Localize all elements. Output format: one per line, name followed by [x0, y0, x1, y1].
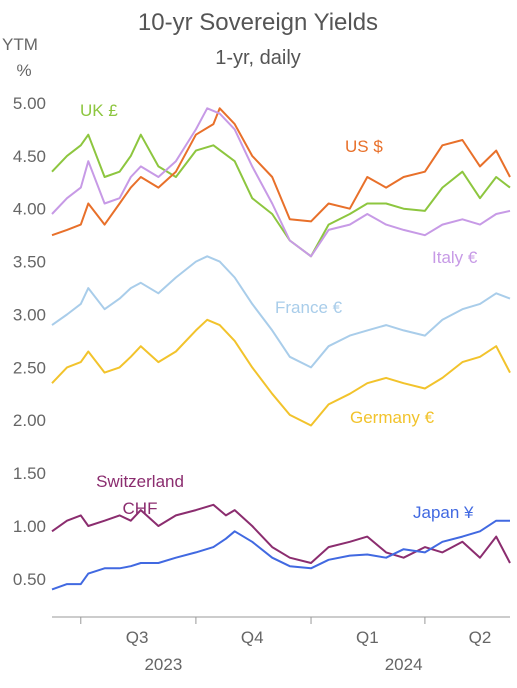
series-label: US $ — [345, 137, 383, 156]
y-tick-label: 0.50 — [13, 570, 46, 589]
y-axis-label-line1: YTM — [2, 35, 38, 54]
x-year-label: 2023 — [144, 655, 182, 674]
x-tick-label: Q2 — [469, 628, 492, 647]
y-tick-label: 3.00 — [13, 305, 46, 324]
x-tick-label: Q4 — [241, 628, 264, 647]
series-labels: UK £ US $ Italy € France € Germany € Japan ¥ S… — [80, 101, 478, 522]
y-tick-label: 5.00 — [13, 94, 46, 113]
series-label: Italy € — [432, 248, 478, 267]
y-tick-label: 2.00 — [13, 411, 46, 430]
y-tick-label: 4.00 — [13, 200, 46, 219]
x-tick-label: Q1 — [356, 628, 379, 647]
y-tick-label: 3.50 — [13, 253, 46, 272]
series-label: France € — [275, 298, 343, 317]
y-tick-label: 1.00 — [13, 517, 46, 536]
series-label: Switzerland CHF — [96, 472, 184, 518]
series-line-japan — [51, 519, 510, 591]
chart-title: 10-yr Sovereign Yields — [138, 9, 378, 36]
series-line-france — [51, 255, 511, 369]
y-tick-label: 4.50 — [13, 147, 46, 166]
x-year-label: 2024 — [385, 655, 423, 674]
y-axis-label-line2: % — [16, 61, 31, 80]
y-axis: 5.00 4.50 4.00 3.50 3.00 2.50 2.00 1.50 1.00 0.50 — [13, 94, 46, 589]
series-line-uk — [51, 133, 511, 258]
series-line-germany — [51, 318, 511, 427]
x-axis: Q3 Q4 Q1 Q2 2023 2024 — [80, 617, 492, 674]
series-label: Germany € — [350, 408, 435, 427]
y-tick-label: 2.50 — [13, 358, 46, 377]
x-tick-label: Q3 — [126, 628, 149, 647]
series-label: Japan ¥ — [413, 503, 474, 522]
y-tick-label: 1.50 — [13, 464, 46, 483]
chart-subtitle: 1-yr, daily — [215, 47, 301, 69]
series-line-italy — [51, 107, 511, 258]
series-label: UK £ — [80, 101, 118, 120]
series-line-us — [51, 107, 511, 237]
series-lines — [51, 107, 511, 591]
